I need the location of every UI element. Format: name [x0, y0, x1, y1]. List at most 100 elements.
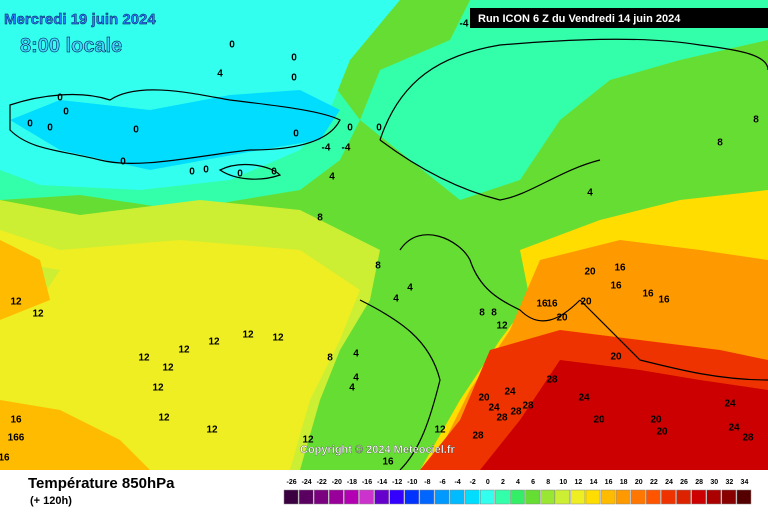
date: Mercredi 19 juin 2024 — [4, 11, 156, 28]
scale-swatch — [510, 489, 525, 505]
isotherm-label: 16 — [642, 289, 654, 300]
isotherm-label: 20 — [580, 297, 592, 308]
scale-swatch — [525, 489, 540, 505]
scale-swatch — [661, 489, 676, 505]
isotherm-label: 12 — [206, 425, 218, 436]
isotherm-label: 4 — [407, 283, 413, 294]
isotherm-label: 8 — [491, 308, 497, 319]
isotherm-label: 12 — [242, 330, 254, 341]
isotherm-label: 0 — [347, 123, 353, 134]
isotherm-label: 20 — [656, 427, 668, 438]
scale-label: -6 — [439, 479, 445, 486]
isotherm-label: 20 — [478, 393, 490, 404]
isotherm-label: 24 — [578, 393, 590, 404]
isotherm-label: 28 — [546, 375, 558, 386]
scale-label: 10 — [559, 479, 567, 486]
scale-swatch — [691, 489, 706, 505]
local-time: 8:00 locale — [20, 35, 122, 57]
isotherm-label: 0 — [293, 129, 299, 140]
isotherm-label: 8 — [717, 138, 723, 149]
scale-swatch — [721, 489, 737, 505]
isotherm-label: 24 — [724, 399, 736, 410]
legend-title: Température 850hPa — [28, 475, 175, 492]
isotherm-label: 8 — [317, 213, 323, 224]
scale-swatch — [676, 489, 691, 505]
isotherm-label: 0 — [237, 169, 243, 180]
isotherm-label: 16 — [382, 457, 394, 468]
isotherm-label: 24 — [504, 387, 516, 398]
scale-swatch — [298, 489, 314, 505]
scale-label: -26 — [286, 479, 296, 486]
scale-swatch — [570, 489, 586, 505]
run-box — [470, 8, 768, 28]
isotherm-label: 20 — [593, 415, 605, 426]
isotherm-label: 20 — [556, 313, 568, 324]
isotherm-label: 20 — [610, 352, 622, 363]
isotherm-label: 12 — [138, 353, 150, 364]
scale-label: 34 — [741, 479, 749, 486]
isotherm-label: 20 — [650, 415, 662, 426]
scale-label: 6 — [531, 479, 535, 486]
isotherm-label: 20 — [584, 267, 596, 278]
isotherm-label: 0 — [27, 119, 33, 130]
isotherm-label: 4 — [353, 349, 359, 360]
scale-label: 24 — [665, 479, 673, 486]
scale-swatch — [555, 489, 571, 505]
scale-swatch — [329, 489, 344, 505]
isotherm-label: -4 — [322, 143, 331, 154]
isotherm-label: 0 — [229, 40, 235, 51]
isotherm-label: 12 — [302, 435, 314, 446]
isotherm-label: 0 — [291, 73, 297, 84]
scale-label: -16 — [362, 479, 372, 486]
scale-label: 14 — [590, 479, 598, 486]
isotherm-label: 12 — [162, 363, 174, 374]
isotherm-label: 16 — [10, 415, 22, 426]
isotherm-label: 16 — [610, 281, 622, 292]
isotherm-label: 12 — [434, 425, 446, 436]
scale-label: 12 — [574, 479, 582, 486]
isotherm-label: 4 — [393, 294, 399, 305]
scale-label: -2 — [470, 479, 476, 486]
isotherm-label: 28 — [522, 401, 534, 412]
isotherm-label: 4 — [353, 373, 359, 384]
scale-swatch — [706, 489, 722, 505]
scale-swatch — [359, 489, 374, 505]
isotherm-label: 0 — [63, 107, 69, 118]
scale-label: -24 — [302, 479, 312, 486]
isotherm-label: 8 — [327, 353, 333, 364]
isotherm-label: 0 — [133, 125, 139, 136]
scale-label: -8 — [424, 479, 430, 486]
scale-label: 0 — [486, 479, 490, 486]
scale-label: 18 — [620, 479, 628, 486]
isotherm-label: 12 — [158, 413, 170, 424]
isotherm-label: 28 — [742, 433, 754, 444]
isotherm-label: -4 — [342, 143, 351, 154]
legend-subtitle: (+ 120h) — [30, 495, 72, 507]
isotherm-label: 12 — [152, 383, 164, 394]
scale-swatch — [464, 489, 480, 505]
scale-label: -18 — [347, 479, 357, 486]
isotherm-label: 12 — [32, 309, 44, 320]
isotherm-label: 28 — [472, 431, 484, 442]
isotherm-label: 0 — [376, 123, 382, 134]
run-info: Run ICON 6 Z du Vendredi 14 juin 2024 — [478, 13, 681, 25]
isotherm-label: 8 — [753, 115, 759, 126]
scale-swatch — [630, 489, 646, 505]
isotherm-label: 16 — [614, 263, 626, 274]
isotherm-label: 12 — [272, 333, 284, 344]
isotherm-label: 4 — [329, 172, 335, 183]
isotherm-label: 166 — [8, 433, 25, 444]
isotherm-label: 4 — [587, 188, 593, 199]
scale-swatch — [404, 489, 420, 505]
isotherm-label: 0 — [120, 157, 126, 168]
scale-label: 22 — [650, 479, 658, 486]
scale-swatch — [495, 489, 510, 505]
scale-swatch — [344, 489, 359, 505]
isotherm-label: -4 — [460, 19, 469, 30]
isotherm-label: 28 — [496, 413, 508, 424]
scale-label: 16 — [605, 479, 613, 486]
scale-swatch — [313, 489, 329, 505]
isotherm-label: 12 — [208, 337, 220, 348]
scale-swatch — [374, 489, 389, 505]
scale-swatch — [646, 489, 661, 505]
